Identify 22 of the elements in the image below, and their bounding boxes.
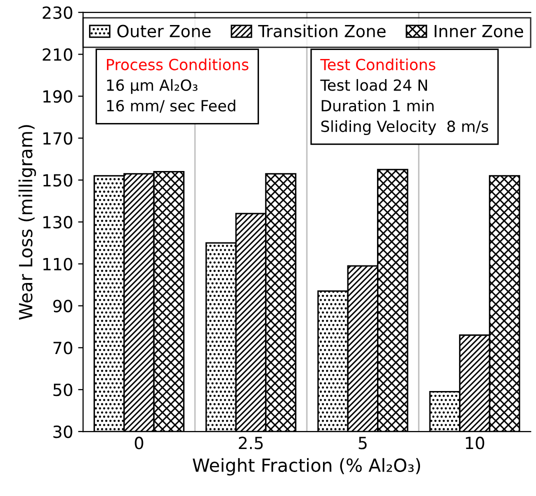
y-tick-label: 30 — [53, 425, 72, 438]
y-tick-label: 170 — [43, 132, 72, 145]
y-tick-label: 110 — [43, 258, 72, 270]
y-tick-label: 210 — [42, 48, 72, 61]
y-tick-label: 90 — [53, 300, 72, 312]
x-axis-title: Weight Fraction (% Al₂O₃) — [192, 458, 420, 476]
y-tick-label: 190 — [43, 90, 72, 103]
y-tick-label: 50 — [53, 384, 72, 396]
legend-label: Transition Zone — [258, 24, 386, 38]
y-tick-label: 70 — [54, 342, 72, 354]
legend-label: Inner Zone — [434, 25, 524, 38]
legend-label: Outer Zone — [117, 24, 211, 38]
y-tick-label: 130 — [43, 216, 72, 229]
x-tick-label: 0 — [134, 436, 144, 450]
x-tick-label: 5 — [358, 436, 367, 450]
x-tick-label: 2.5 — [238, 436, 263, 450]
y-axis-title: Wear Loss (milligram) — [18, 125, 36, 320]
x-tick-label: 10 — [466, 436, 484, 450]
annotation: Process Conditions 16 µm Al₂O₃ 16 mm/ sec Feed — [106, 58, 248, 113]
y-tick-label: 150 — [43, 174, 72, 187]
y-tick-label: 230 — [42, 6, 72, 19]
annotation: Test Conditions Test load 24 N Duration 1 min Sliding Velocity 8 m/s — [320, 58, 488, 136]
